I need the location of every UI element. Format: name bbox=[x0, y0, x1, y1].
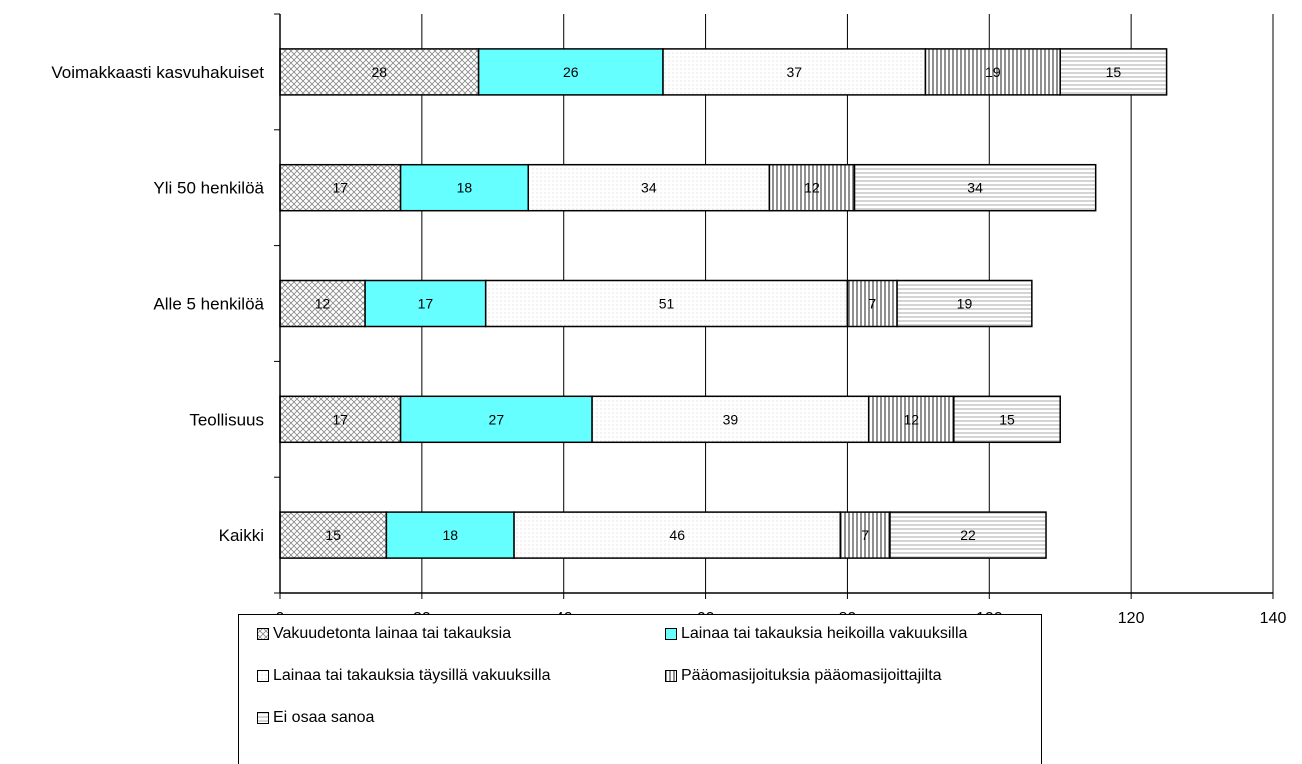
data-label: 34 bbox=[967, 180, 983, 196]
bar-segment bbox=[279, 395, 402, 444]
legend-item: Lainaa tai takauksia heikoilla vakuuksil… bbox=[665, 625, 967, 643]
bar-segment bbox=[924, 48, 1061, 96]
data-label: 46 bbox=[669, 527, 685, 543]
legend-label: Ei osaa sanoa bbox=[273, 709, 375, 726]
legend-item: Lainaa tai takauksia täysillä vakuuksill… bbox=[257, 667, 550, 685]
legend-swatch bbox=[257, 712, 269, 724]
data-label: 39 bbox=[723, 411, 739, 427]
legend-label: Vakuudetonta lainaa tai takauksia bbox=[273, 625, 512, 642]
data-label: 19 bbox=[957, 296, 973, 312]
bar-segment bbox=[591, 395, 870, 444]
legend-label: Lainaa tai takauksia heikoilla vakuuksil… bbox=[681, 625, 968, 642]
x-tick-label: 120 bbox=[1118, 610, 1145, 627]
legend-item: Pääomasijoituksia pääomasijoittajilta bbox=[665, 667, 942, 685]
data-label: 26 bbox=[563, 64, 579, 80]
data-label: 15 bbox=[325, 527, 341, 543]
data-label: 28 bbox=[372, 64, 388, 80]
legend-swatch bbox=[257, 628, 269, 640]
legend-swatch bbox=[665, 628, 677, 640]
bar-segment bbox=[513, 511, 842, 559]
legend-item: Ei osaa sanoa bbox=[257, 709, 374, 727]
category-label: Voimakkaasti kasvuhakuiset bbox=[51, 63, 264, 82]
bar-segment bbox=[867, 395, 955, 444]
bar-segment bbox=[662, 48, 927, 96]
data-label: 17 bbox=[333, 411, 349, 427]
bar-segment bbox=[484, 279, 849, 328]
category-label: Yli 50 henkilöä bbox=[153, 179, 264, 198]
data-label: 15 bbox=[999, 411, 1015, 427]
data-label: 12 bbox=[903, 411, 919, 427]
data-label: 17 bbox=[418, 296, 434, 312]
bar-segment bbox=[527, 163, 771, 212]
bar-segment bbox=[399, 163, 530, 212]
bar-segment bbox=[364, 279, 487, 328]
category-label: Kaikki bbox=[219, 526, 264, 545]
category-label: Teollisuus bbox=[189, 410, 264, 429]
data-label: 27 bbox=[489, 411, 505, 427]
data-label: 7 bbox=[861, 527, 869, 543]
data-label: 17 bbox=[333, 180, 349, 196]
data-label: 15 bbox=[1106, 64, 1122, 80]
bar-segment bbox=[889, 511, 1047, 559]
legend-label: Pääomasijoituksia pääomasijoittajilta bbox=[681, 667, 942, 684]
bars: 28 26 37 19 15 17 18 34 12 34 12 17 51 7 19 17 27 39 12 15 1… bbox=[279, 48, 1168, 559]
data-label: 37 bbox=[786, 64, 802, 80]
data-label: 19 bbox=[985, 64, 1001, 80]
axes: 020406080100120140Voimakkaasti kasvuhaku… bbox=[51, 13, 1287, 627]
data-label: 7 bbox=[868, 296, 876, 312]
legend: Vakuudetonta lainaa tai takauksia Lainaa … bbox=[238, 614, 1042, 764]
data-label: 12 bbox=[804, 180, 820, 196]
data-label: 12 bbox=[315, 296, 331, 312]
bar-segment bbox=[1059, 48, 1168, 96]
bar-segment bbox=[279, 163, 402, 212]
bar-segment bbox=[953, 395, 1061, 444]
category-label: Alle 5 henkilöä bbox=[153, 295, 264, 314]
legend-swatch bbox=[665, 670, 677, 682]
bar-segment bbox=[399, 395, 593, 444]
legend-label: Lainaa tai takauksia täysillä vakuuksill… bbox=[273, 667, 551, 684]
bar-segment bbox=[385, 511, 515, 559]
x-tick-label: 140 bbox=[1260, 610, 1287, 627]
bar-segment bbox=[896, 279, 1033, 328]
data-label: 18 bbox=[457, 180, 473, 196]
bar-segment bbox=[846, 279, 898, 328]
legend-item: Vakuudetonta lainaa tai takauksia bbox=[257, 625, 511, 643]
data-label: 18 bbox=[442, 527, 458, 543]
data-label: 34 bbox=[641, 180, 657, 196]
data-label: 22 bbox=[960, 527, 976, 543]
data-label: 51 bbox=[659, 296, 675, 312]
legend-swatch bbox=[257, 670, 269, 682]
bar-segment bbox=[853, 163, 1097, 212]
bar-segment bbox=[768, 163, 856, 212]
